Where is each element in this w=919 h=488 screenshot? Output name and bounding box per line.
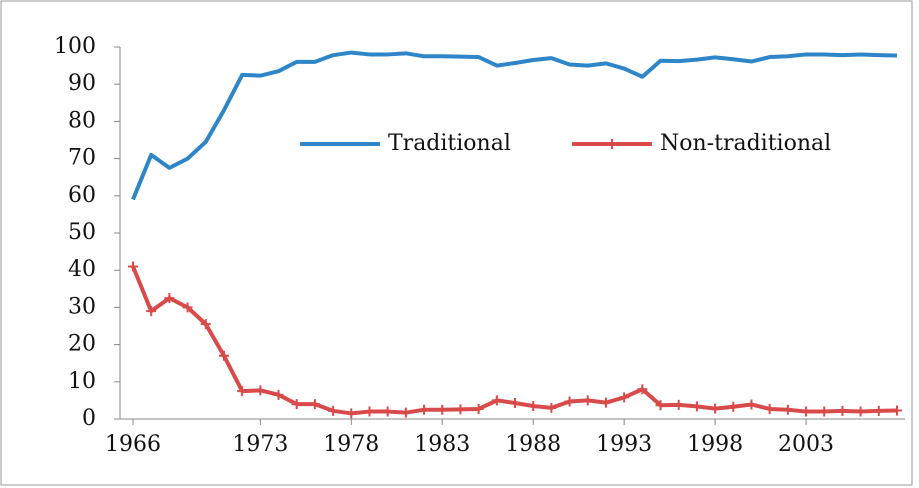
point-marker — [710, 403, 721, 414]
point-marker — [455, 404, 466, 415]
point-marker — [255, 385, 266, 396]
point-marker — [218, 350, 229, 361]
point-marker — [764, 403, 775, 414]
point-marker — [782, 404, 793, 415]
point-marker — [873, 405, 884, 416]
point-marker — [582, 395, 593, 406]
point-marker — [491, 395, 502, 406]
point-marker — [146, 306, 157, 317]
point-marker — [328, 405, 339, 416]
point-marker — [346, 408, 357, 419]
point-marker — [892, 405, 902, 416]
y-tick-label: 100 — [54, 34, 96, 59]
point-marker — [801, 406, 812, 417]
y-tick-label: 70 — [68, 146, 96, 171]
point-marker — [364, 406, 375, 417]
y-tick-label: 60 — [68, 183, 96, 208]
x-tick-label: 1973 — [232, 432, 288, 457]
line-series — [131, 50, 898, 201]
point-marker — [273, 389, 284, 400]
y-tick-label: 80 — [68, 108, 96, 133]
x-tick-label: 1978 — [323, 432, 379, 457]
point-marker — [819, 406, 830, 417]
point-marker — [437, 404, 448, 415]
point-marker — [128, 261, 138, 272]
point-marker — [619, 392, 630, 403]
point-marker — [237, 386, 248, 397]
point-marker — [309, 399, 320, 410]
x-tick-label: 1966 — [105, 432, 161, 457]
point-marker — [728, 401, 739, 412]
point-marker — [746, 399, 757, 410]
point-marker — [837, 405, 848, 416]
point-marker — [691, 401, 702, 412]
point-marker — [200, 319, 211, 330]
point-marker — [564, 396, 575, 407]
point-marker — [600, 397, 611, 408]
point-marker — [164, 293, 175, 304]
point-marker — [419, 404, 430, 415]
point-marker — [637, 384, 648, 395]
point-marker — [291, 399, 302, 410]
y-tick-label: 40 — [68, 257, 96, 282]
legend-marker — [607, 139, 617, 149]
point-marker — [855, 406, 866, 417]
y-tick-label: 10 — [68, 369, 96, 394]
point-marker — [546, 402, 557, 413]
legend-label: Traditional — [388, 131, 511, 156]
point-marker — [182, 302, 193, 313]
point-marker — [473, 403, 484, 414]
x-tick-label: 1983 — [414, 432, 470, 457]
x-tick-label: 2003 — [778, 432, 834, 457]
point-marker — [528, 400, 539, 411]
x-tick-label: 1988 — [505, 432, 561, 457]
point-marker — [400, 407, 411, 418]
y-tick-label: 90 — [68, 71, 96, 96]
x-tick-label: 1993 — [596, 432, 652, 457]
y-tick-label: 0 — [82, 406, 96, 431]
point-marker — [382, 406, 393, 417]
legend-label: Non-traditional — [660, 131, 831, 156]
y-tick-label: 20 — [68, 332, 96, 357]
x-tick-label: 1998 — [687, 432, 743, 457]
y-tick-label: 30 — [68, 294, 96, 319]
point-marker — [510, 398, 520, 409]
point-marker — [655, 400, 666, 411]
y-tick-label: 50 — [68, 220, 96, 245]
point-marker — [673, 399, 684, 410]
